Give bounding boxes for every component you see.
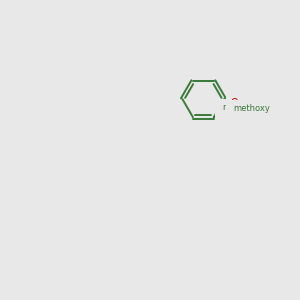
Text: O: O: [220, 107, 228, 118]
Text: O: O: [230, 98, 238, 108]
Text: methoxy: methoxy: [223, 103, 260, 112]
Text: methoxy: methoxy: [233, 104, 270, 113]
